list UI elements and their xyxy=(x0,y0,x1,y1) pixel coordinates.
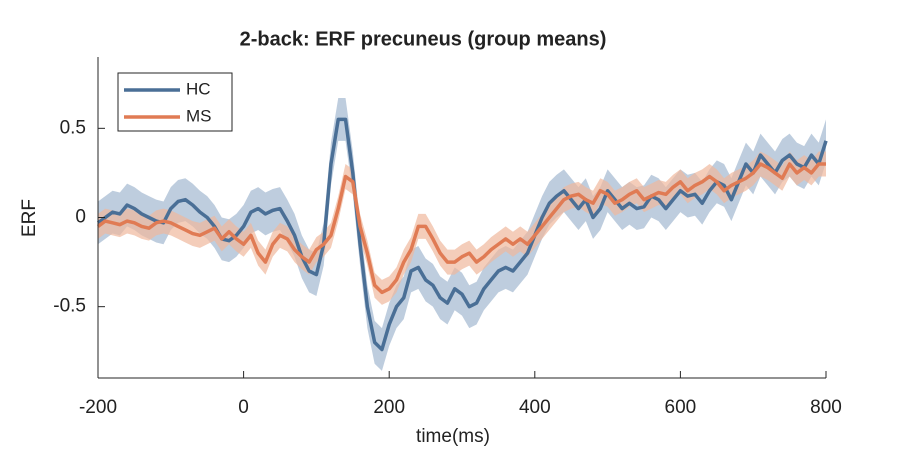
x-tick-label: 600 xyxy=(665,397,697,418)
legend-label: HC xyxy=(186,79,211,98)
x-tick-label: -200 xyxy=(79,397,117,418)
y-tick-label: 0.5 xyxy=(60,117,86,138)
error-band xyxy=(98,151,826,305)
legend-label: MS xyxy=(186,106,212,125)
legend-box xyxy=(117,72,233,132)
y-axis-label: ERF xyxy=(19,199,40,237)
chart-title: 2-back: ERF precuneus (group means) xyxy=(240,28,607,50)
series-line xyxy=(96,162,826,295)
x-tick-label: 0 xyxy=(238,397,249,418)
x-tick-label: 200 xyxy=(373,397,405,418)
x-tick-label: 400 xyxy=(519,397,551,418)
x-tick-label: 800 xyxy=(810,397,842,418)
x-axis-label: time(ms) xyxy=(416,426,490,447)
y-tick-label: 0 xyxy=(75,207,86,228)
y-tick-label: -0.5 xyxy=(53,296,86,317)
